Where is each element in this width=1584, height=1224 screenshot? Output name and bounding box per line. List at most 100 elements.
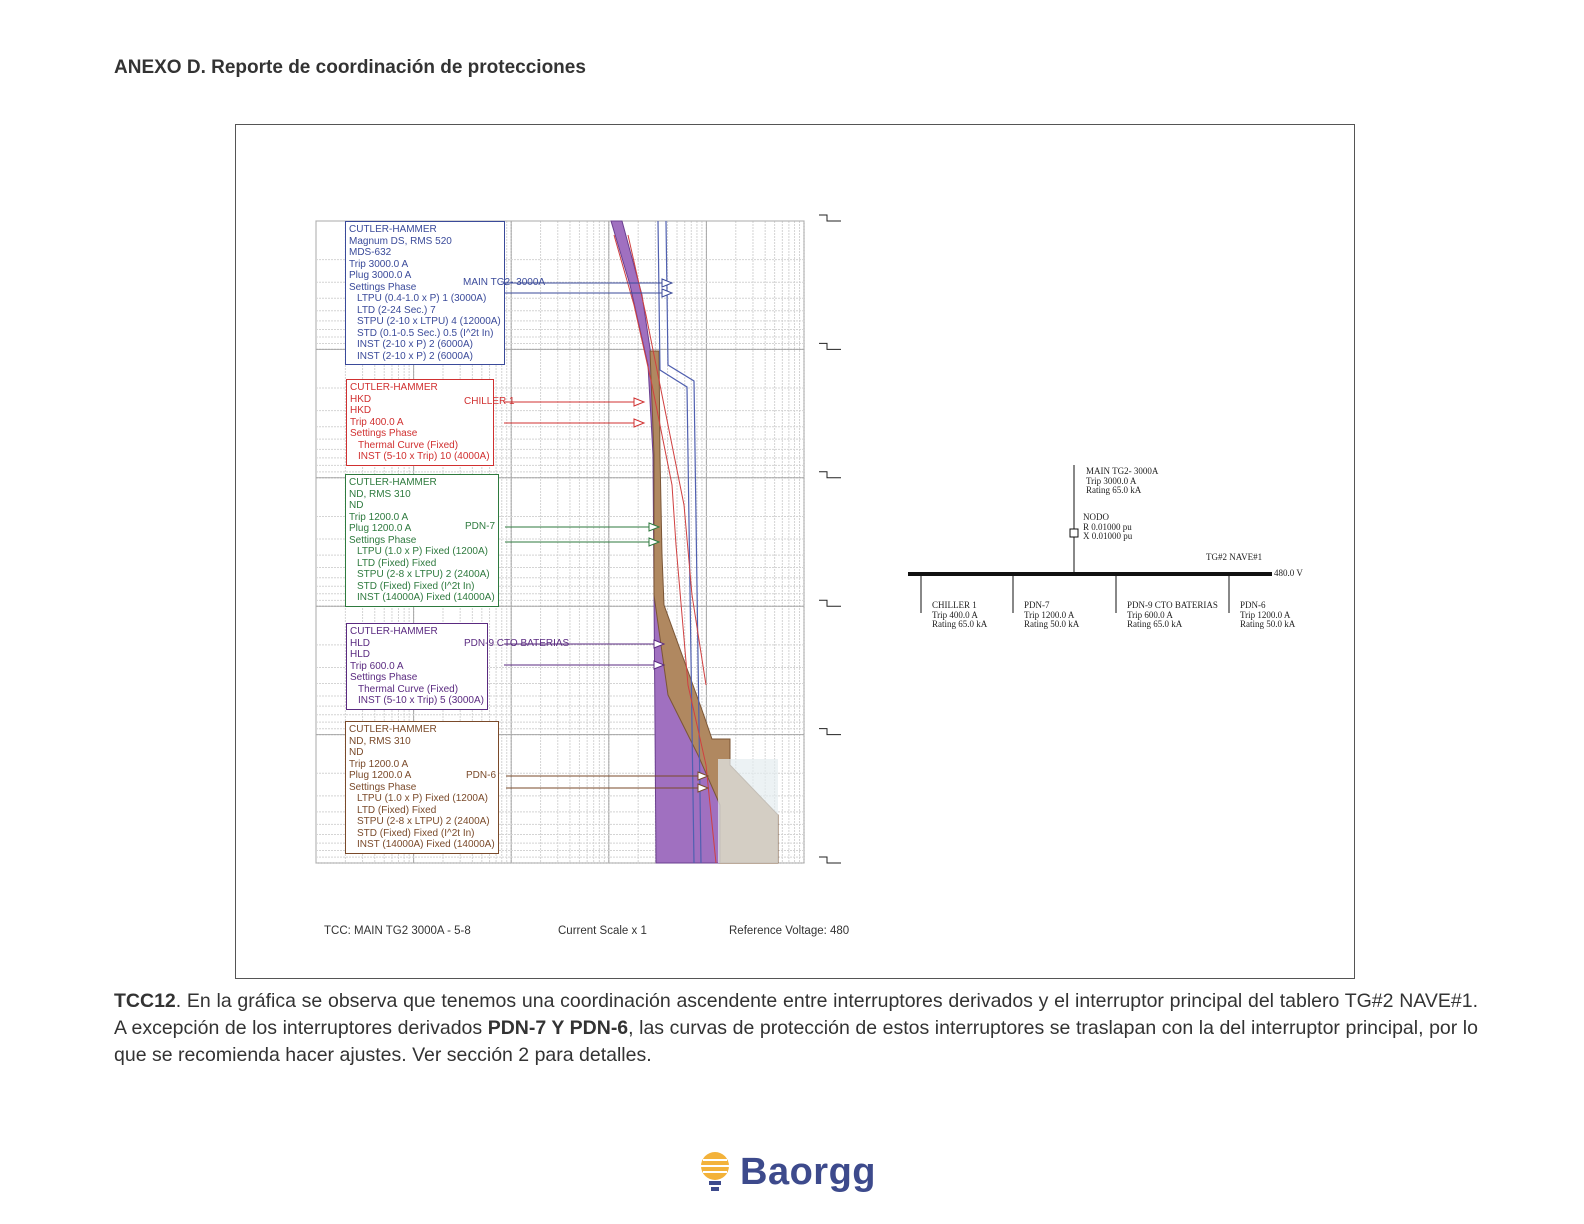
- device-box: CUTLER-HAMMER HLD HLD Trip 600.0 A Settings …: [346, 623, 488, 710]
- device-setting: STD (Fixed) Fixed (I^2t In): [357, 827, 475, 839]
- device-line: ND, RMS 310: [349, 488, 411, 500]
- device-line: Magnum DS, RMS 520: [349, 235, 452, 247]
- device-setting: STD (0.1-0.5 Sec.) 0.5 (I^2t In): [357, 327, 494, 339]
- device-line: Trip 1200.0 A: [349, 758, 409, 770]
- device-line: ND, RMS 310: [349, 735, 411, 747]
- ol-text: Trip 1200.0 A: [1024, 609, 1075, 620]
- branch-label: CHILLER 1 Trip 400.0 A Rating 65.0 kA: [932, 600, 988, 630]
- axis-marker: [819, 728, 841, 736]
- device-setting: LTD (Fixed) Fixed: [357, 557, 437, 569]
- emphasis: PDN-7 Y PDN-6: [487, 1017, 629, 1039]
- device-line: Settings Phase: [350, 428, 418, 439]
- device-line: CUTLER-HAMMER: [349, 224, 437, 235]
- axis-marker: [819, 856, 841, 864]
- bus-voltage: 480.0 V: [1274, 568, 1303, 578]
- arrow-head: [648, 537, 661, 547]
- device-line: Trip 600.0 A: [350, 660, 404, 672]
- logo-text: Baorgg: [740, 1150, 876, 1193]
- arrow-head: [648, 522, 661, 532]
- device-setting: Thermal Curve (Fixed): [358, 439, 459, 451]
- tcc-figure: CUTLER-HAMMER Magnum DS, RMS 520 MDS-632 Tr…: [235, 124, 1355, 979]
- device-setting: LTPU (1.0 x P) Fixed (1200A): [357, 793, 488, 804]
- device-line: HKD: [350, 405, 372, 416]
- device-line: HLD: [350, 649, 371, 660]
- branch-label: PDN-9 CTO BATERIAS Trip 600.0 A Rating 65.…: [1127, 600, 1218, 630]
- red-curve: [627, 234, 707, 686]
- device-setting: STPU (2-8 x LTPU) 2 (2400A): [357, 569, 490, 580]
- blue-curve: [657, 220, 695, 864]
- device-line: Settings Phase: [349, 781, 417, 793]
- device-line: ND: [349, 747, 364, 758]
- device-line: Trip 3000.0 A: [349, 258, 409, 270]
- ol-text: Rating 65.0 kA: [932, 619, 988, 629]
- device-setting: STPU (2-8 x LTPU) 2 (2400A): [357, 816, 490, 827]
- footer-tcc: TCC: MAIN TG2 3000A - 5-8: [324, 925, 471, 937]
- device-label: PDN-9 CTO BATERIAS: [464, 638, 570, 649]
- arrow-head: [661, 278, 674, 288]
- device-line: Settings Phase: [349, 281, 417, 293]
- node: NODO R 0.01000 pu X 0.01000 pu: [1083, 512, 1133, 542]
- footer-scale: Current Scale x 1: [558, 925, 647, 937]
- logo: Baorgg: [696, 1148, 876, 1196]
- node-symbol: [1069, 528, 1079, 538]
- arrow-head: [661, 288, 674, 298]
- ol-text: Rating 65.0 kA: [1086, 485, 1142, 495]
- device-line: CUTLER-HAMMER: [350, 382, 438, 393]
- ol-text: Trip 600.0 A: [1127, 609, 1173, 620]
- device-line: Trip 400.0 A: [350, 416, 404, 428]
- device-line: HKD: [350, 393, 372, 405]
- device-line: Plug 1200.0 A: [349, 523, 412, 534]
- device-setting: LTD (2-24 Sec.) 7: [357, 304, 436, 316]
- device-box: CUTLER-HAMMER HKD HKD Trip 400.0 A Settings …: [346, 379, 494, 466]
- device-setting: LTPU (1.0 x P) Fixed (1200A): [357, 546, 488, 557]
- ol-text: Rating 50.0 kA: [1024, 619, 1080, 629]
- ol-text: PDN-7: [1024, 600, 1050, 610]
- device-label: MAIN TG2- 3000A: [463, 277, 546, 288]
- device-setting: INST (2-10 x P) 2 (6000A): [357, 350, 473, 362]
- ol-text: X 0.01000 pu: [1083, 531, 1133, 541]
- footer-voltage: Reference Voltage: 480: [729, 925, 850, 937]
- ol-text: PDN-6: [1240, 600, 1266, 610]
- device-box: CUTLER-HAMMER Magnum DS, RMS 520 MDS-632 Tr…: [345, 221, 505, 365]
- device-line: Trip 1200.0 A: [349, 511, 409, 523]
- axis-marker: [819, 599, 841, 607]
- device-setting: LTPU (0.4-1.0 x P) 1 (3000A): [357, 293, 487, 304]
- device-label: PDN-6: [466, 770, 497, 781]
- ol-text: Trip 3000.0 A: [1086, 475, 1137, 486]
- device-line: Settings Phase: [349, 534, 417, 546]
- main-breaker: MAIN TG2- 3000A Trip 3000.0 A Rating 65.…: [1086, 466, 1158, 496]
- branch-label: PDN-6 Trip 1200.0 A Rating 50.0 kA: [1240, 600, 1296, 630]
- device-line: Plug 1200.0 A: [349, 770, 412, 781]
- branch-label: PDN-7 Trip 1200.0 A Rating 50.0 kA: [1024, 600, 1080, 630]
- device-setting: Thermal Curve (Fixed): [358, 683, 459, 695]
- bus-name: TG#2 NAVE#1: [1206, 552, 1263, 562]
- heading: ANEXO D. Reporte de coordinación de prot…: [114, 57, 586, 78]
- ol-text: Rating 50.0 kA: [1240, 619, 1296, 629]
- device-label: CHILLER 1: [464, 396, 515, 407]
- device-setting: INST (2-10 x P) 2 (6000A): [357, 339, 473, 350]
- device-label: PDN-7: [465, 521, 496, 532]
- axis-marker: [819, 342, 841, 350]
- device-line: Plug 3000.0 A: [349, 270, 412, 281]
- device-line: CUTLER-HAMMER: [349, 724, 437, 735]
- ol-text: PDN-9 CTO BATERIAS: [1127, 600, 1218, 610]
- text: , las curvas de protección de estos inte…: [114, 1017, 1478, 1066]
- ol-text: Trip 400.0 A: [932, 609, 978, 620]
- arrow-head: [633, 397, 646, 407]
- axis-marker: [819, 214, 841, 222]
- ol-text: NODO: [1083, 512, 1109, 522]
- shaded-region: [718, 759, 778, 863]
- text: . En la gráfica se observa que tenemos u…: [114, 990, 1478, 1039]
- lead: TCC12: [114, 990, 176, 1012]
- device-setting: STPU (2-10 x LTPU) 4 (12000A): [357, 316, 501, 327]
- device-line: CUTLER-HAMMER: [350, 626, 438, 637]
- arrow-head: [697, 783, 710, 793]
- device-setting: INST (5-10 x Trip) 5 (3000A): [358, 695, 484, 706]
- device-setting: STD (Fixed) Fixed (I^2t In): [357, 580, 475, 592]
- logo-icon: [701, 1152, 729, 1191]
- device-line: CUTLER-HAMMER: [349, 477, 437, 488]
